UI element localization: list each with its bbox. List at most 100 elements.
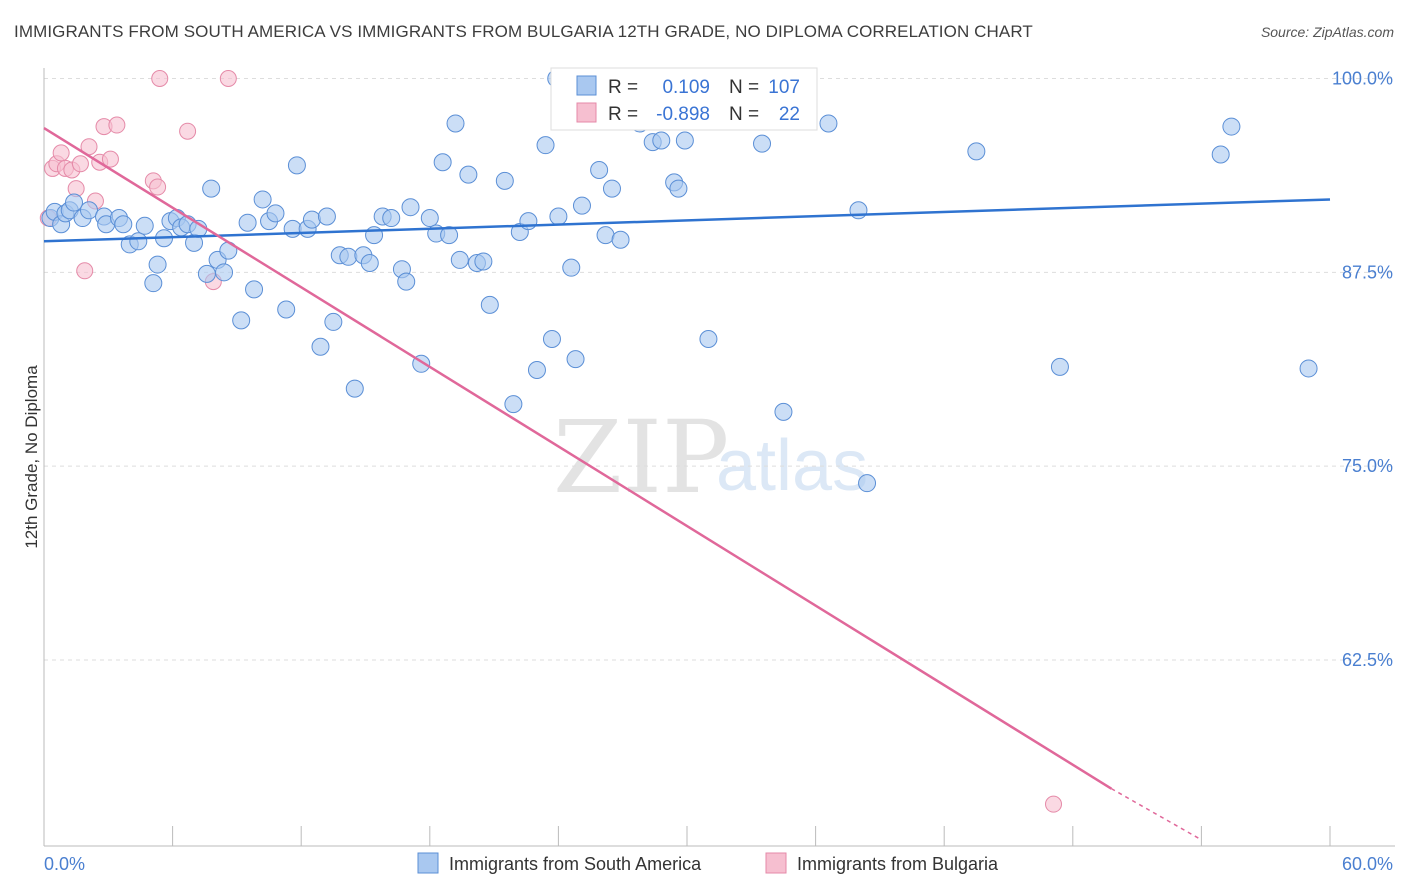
data-point-south-america [287,156,306,175]
data-point-south-america [967,142,986,161]
chart-title: IMMIGRANTS FROM SOUTH AMERICA VS IMMIGRA… [14,22,1033,41]
data-point-south-america [232,311,251,330]
stats-n-label-bulgaria: N = [729,104,759,125]
data-point-south-america [317,207,336,226]
data-point-south-america [401,198,420,217]
stats-r-value-bulgaria: -0.898 [656,104,710,125]
stats-r-label-south-america: R = [608,77,638,98]
data-point-south-america [148,255,167,274]
data-point-bulgaria [219,70,237,88]
data-point-south-america [277,300,296,319]
data-point-bulgaria [149,178,167,196]
y-tick-label: 75.0% [1342,456,1393,476]
data-point-south-america [675,131,694,150]
data-point-south-america [135,216,154,235]
legend-swatch-south-america [417,852,439,874]
data-point-south-america [459,165,478,184]
grid [44,78,1395,661]
stats-n-value-south-america: 107 [768,77,800,98]
data-point-south-america [562,258,581,277]
legend-swatch-bulgaria [765,852,787,874]
data-point-south-america [360,254,379,273]
data-point-south-america [1222,117,1241,136]
data-point-south-america [345,379,364,398]
stats-swatch-south-america [576,75,597,96]
trend-line-bulgaria-extension [1111,787,1202,841]
x-tick-label: 60.0% [1342,854,1393,874]
data-point-south-america [253,190,272,209]
data-point-bulgaria [76,262,94,280]
data-point-south-america [536,136,555,155]
data-point-bulgaria [179,122,197,140]
data-point-south-america [114,215,133,234]
y-tick-label: 87.5% [1342,262,1393,282]
data-point-south-america [302,210,321,229]
trend-line-bulgaria [43,127,1113,790]
data-point-south-america [144,274,163,293]
data-point-south-america [215,263,234,282]
stats-swatch-bulgaria [576,102,597,123]
data-point-south-america [80,201,99,220]
data-point-south-america [652,131,671,150]
data-point-south-america [1299,359,1318,378]
data-point-south-america [324,312,343,331]
y-tick-labels: 100.0% 87.5% 75.0% 62.5% [1332,69,1393,670]
data-point-south-america [495,171,514,190]
trend-lines [43,127,1331,841]
legend: Immigrants from South America Immigrants… [417,852,999,874]
stats-box: R = 0.109 N = 107 R = -0.898 N = 22 [550,67,818,131]
stats-n-label-south-america: N = [729,77,759,98]
stats-r-label-bulgaria: R = [608,104,638,125]
data-point-bulgaria [101,150,119,168]
legend-label-south-america: Immigrants from South America [449,854,702,874]
data-point-south-america [420,209,439,228]
data-point-south-america [1211,145,1230,164]
data-point-south-america [819,114,838,133]
data-point-south-america [245,280,264,299]
data-point-south-america [527,360,546,379]
data-point-south-america [283,219,302,238]
y-tick-label: 100.0% [1332,69,1393,89]
data-point-south-america [266,204,285,223]
data-point-south-america [699,329,718,348]
series-bulgaria-points [39,70,1063,813]
data-point-south-america [1050,357,1069,376]
data-point-south-america [339,247,358,266]
data-point-bulgaria [52,144,70,162]
legend-label-bulgaria: Immigrants from Bulgaria [797,854,999,874]
data-point-south-america [774,402,793,421]
data-point-south-america [480,295,499,314]
y-tick-label: 62.5% [1342,650,1393,670]
stats-r-value-south-america: 0.109 [662,77,710,98]
data-point-south-america [311,337,330,356]
data-point-south-america [596,226,615,245]
data-point-south-america [129,232,148,251]
data-point-south-america [566,350,585,369]
data-point-south-america [669,179,688,198]
data-point-south-america [440,226,459,245]
axes [43,68,1395,847]
data-point-south-america [202,179,221,198]
data-point-bulgaria [1045,795,1063,813]
data-point-south-america [238,213,257,232]
stats-n-value-bulgaria: 22 [779,104,800,125]
data-point-south-america [65,193,84,212]
x-tick-label: 0.0% [44,854,85,874]
trend-line-south-america [43,198,1331,243]
data-point-south-america [572,196,591,215]
data-point-bulgaria [151,70,169,88]
data-point-south-america [474,252,493,271]
data-point-south-america [753,134,772,153]
data-point-south-america [849,201,868,220]
data-point-south-america [549,207,568,226]
data-point-south-america [450,250,469,269]
data-point-bulgaria [108,116,126,134]
data-point-south-america [382,209,401,228]
source-label: Source: ZipAtlas.com [1260,24,1394,40]
watermark: ZIP atlas [553,399,868,516]
data-point-south-america [519,212,538,231]
data-point-bulgaria [71,155,89,173]
data-point-south-america [542,329,561,348]
data-point-south-america [504,395,523,414]
data-point-south-america [197,264,216,283]
